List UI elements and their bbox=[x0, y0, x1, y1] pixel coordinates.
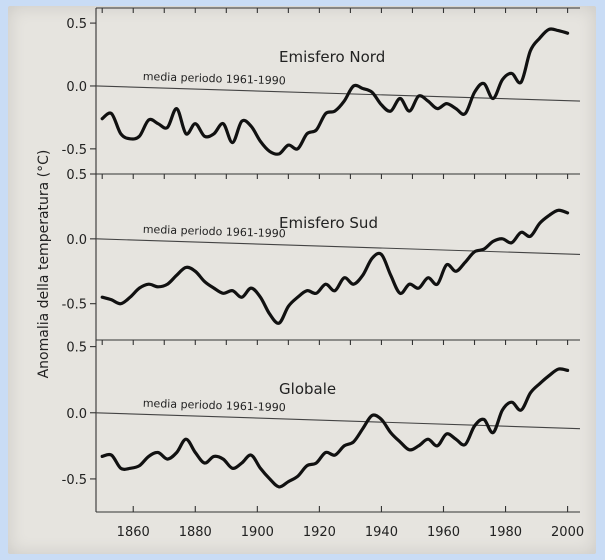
chart-figure: Anomalia della temperatura (°C) 0.5 0.0 -0… bbox=[8, 6, 596, 554]
x-tick-label: 1860 bbox=[117, 525, 150, 540]
y-tick-label: 0.0 bbox=[66, 233, 87, 248]
x-tick-label: 1980 bbox=[489, 525, 522, 540]
panel-title: Globale bbox=[279, 380, 336, 398]
panel-title: Emisfero Sud bbox=[279, 214, 378, 232]
x-tick-label: 2000 bbox=[551, 525, 584, 540]
y-tick-label: 0.5 bbox=[66, 17, 87, 32]
temperature-series-line bbox=[100, 27, 570, 156]
y-tick-label: 0.0 bbox=[66, 80, 87, 95]
temperature-series-line bbox=[100, 208, 570, 325]
y-tick-label: -0.5 bbox=[62, 143, 87, 158]
reference-line-label: media periodo 1961-1990 bbox=[143, 70, 286, 87]
y-tick-label: 0.0 bbox=[66, 407, 87, 422]
x-tick-label: 1880 bbox=[179, 525, 212, 540]
y-tick-label: -0.5 bbox=[62, 298, 87, 313]
reference-line bbox=[95, 85, 581, 102]
reference-line-label: media periodo 1961-1990 bbox=[143, 223, 286, 240]
reference-line bbox=[95, 412, 581, 430]
reference-line bbox=[95, 238, 581, 255]
x-tick-label: 1920 bbox=[303, 525, 336, 540]
y-tick-label: -0.5 bbox=[62, 473, 87, 488]
y-tick-label: 0.5 bbox=[66, 168, 87, 183]
temperature-anomaly-chart: Anomalia della temperatura (°C) 0.5 0.0 -0… bbox=[36, 7, 584, 540]
panel-title: Emisfero Nord bbox=[279, 48, 385, 66]
x-tick-label: 1960 bbox=[427, 525, 460, 540]
reference-line-label: media periodo 1961-1990 bbox=[143, 397, 286, 414]
x-tick-label: 1940 bbox=[365, 525, 398, 540]
y-axis-label: Anomalia della temperatura (°C) bbox=[36, 150, 52, 379]
y-tick-label: 0.5 bbox=[66, 341, 87, 356]
x-tick-label: 1900 bbox=[241, 525, 274, 540]
temperature-series-line bbox=[100, 367, 570, 489]
